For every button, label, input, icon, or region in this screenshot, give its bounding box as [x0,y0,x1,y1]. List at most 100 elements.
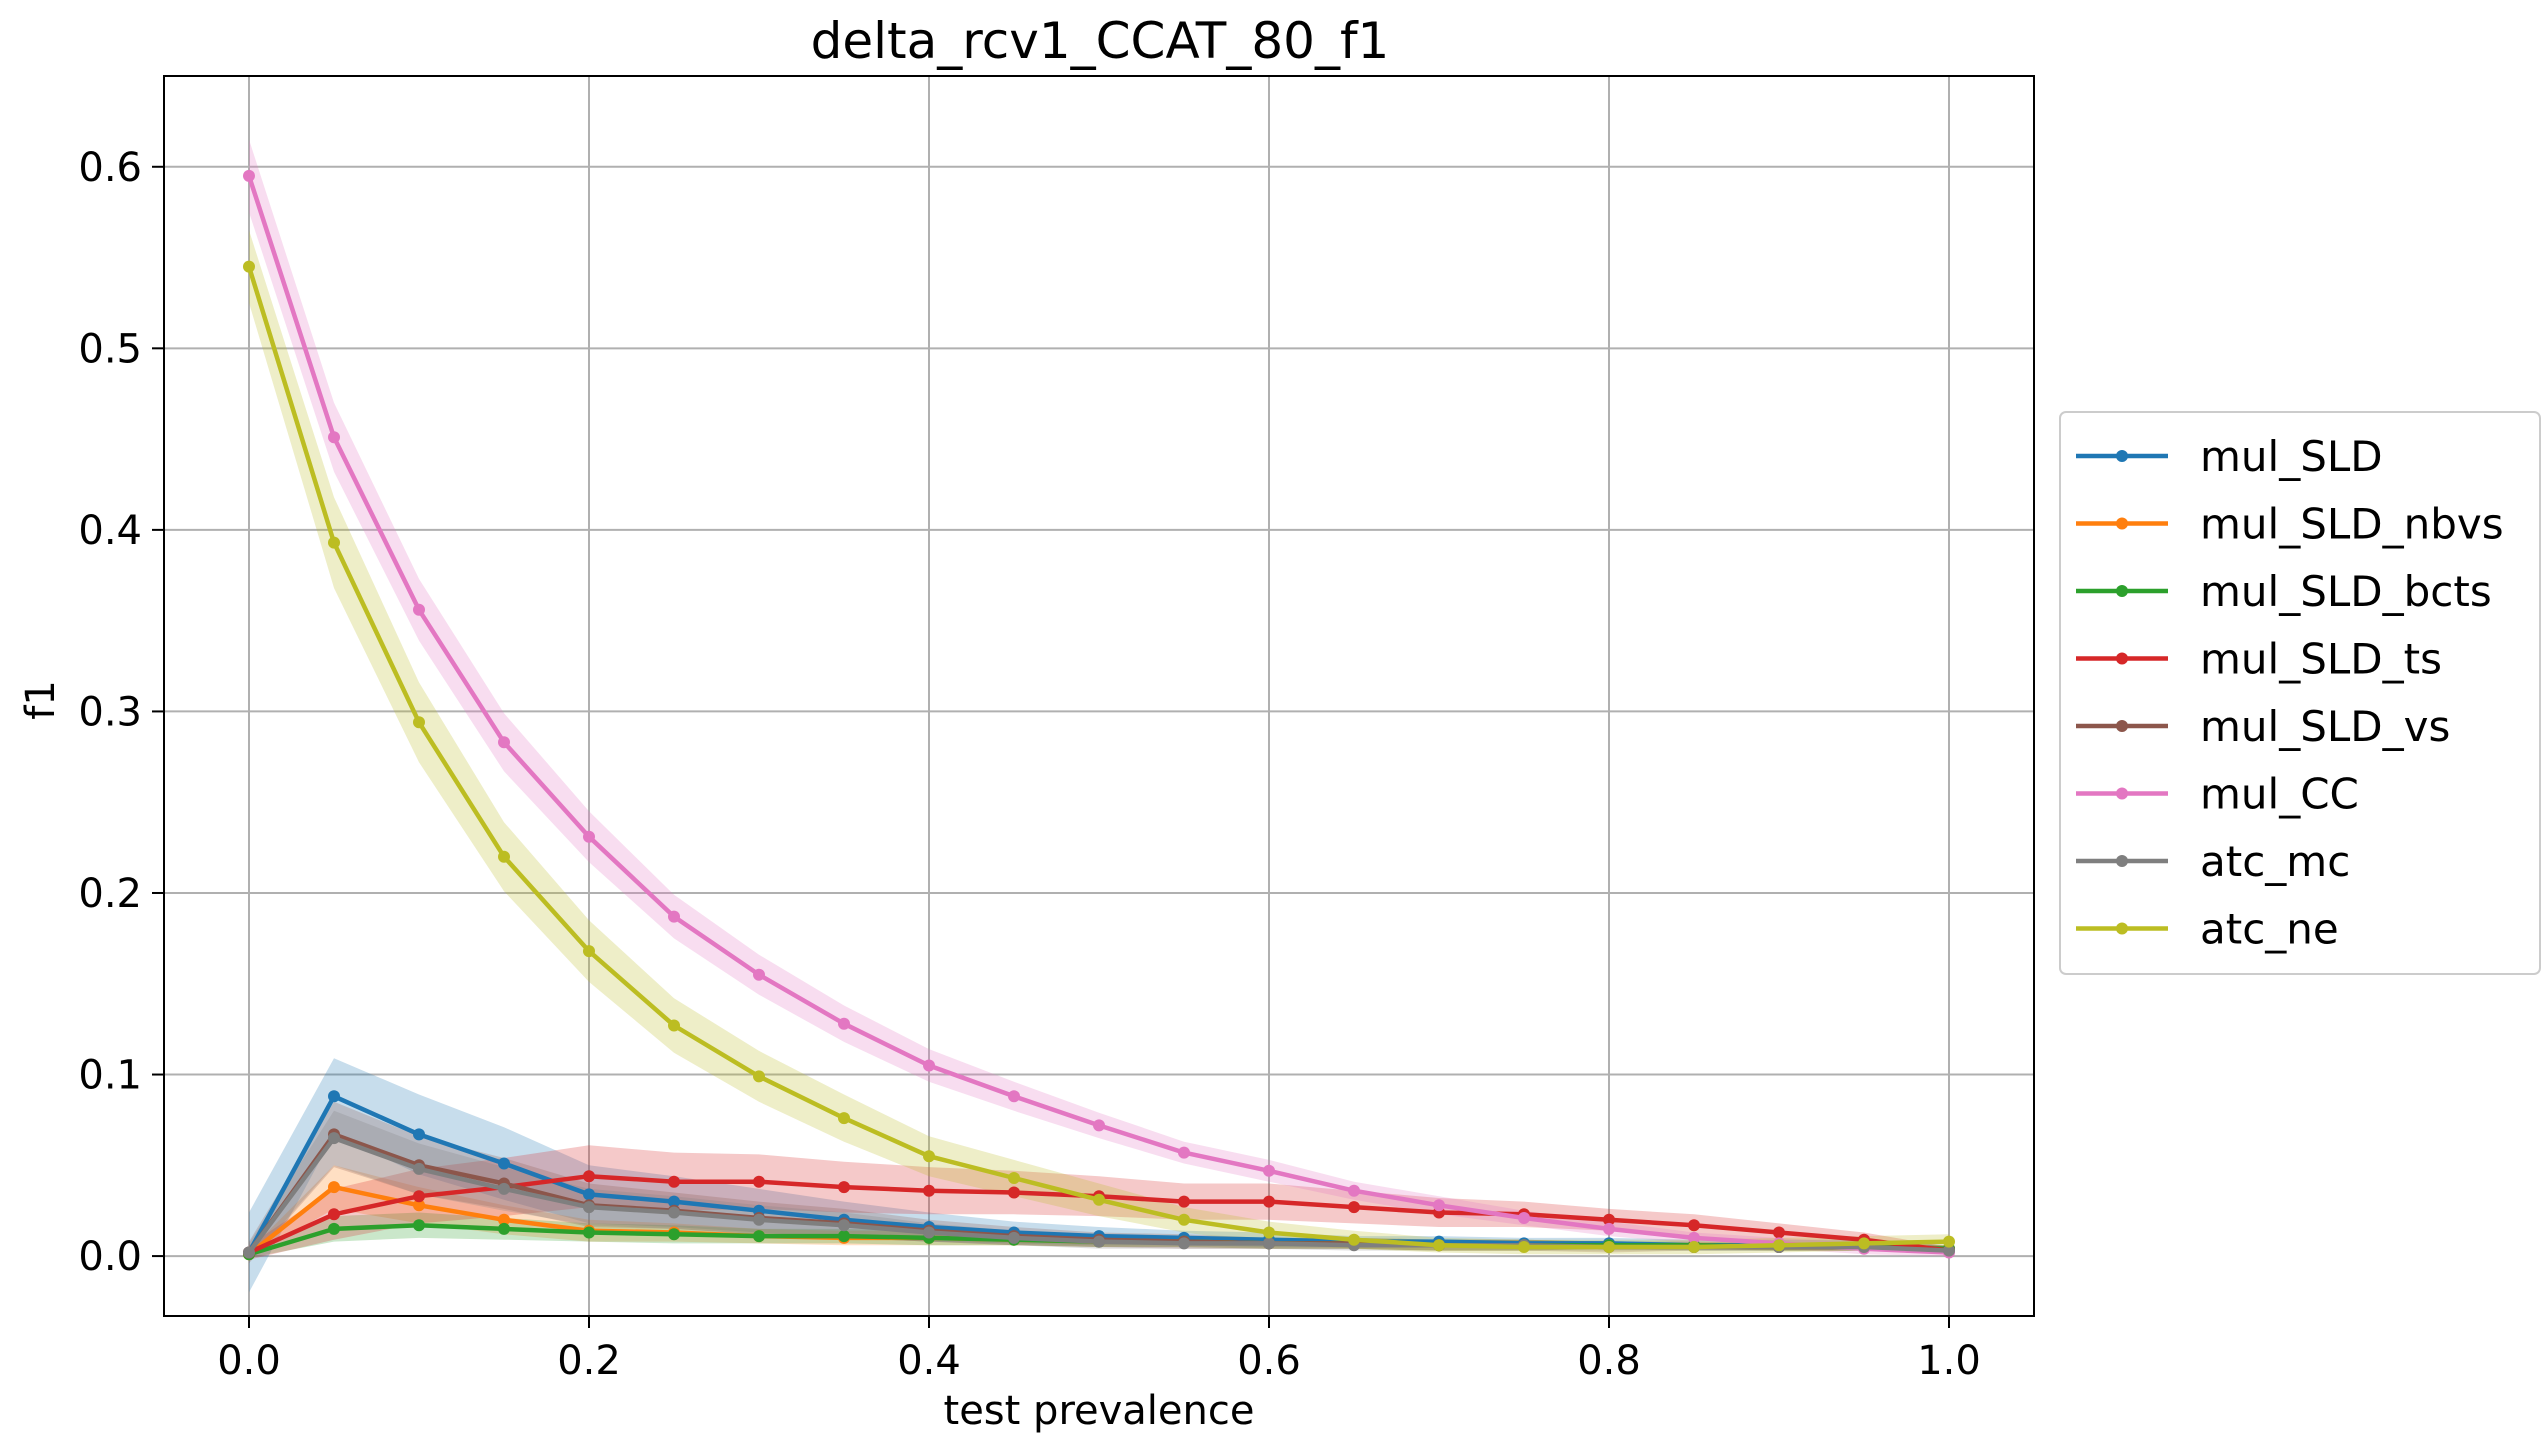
point-mul_SLD_bcts [668,1228,680,1241]
legend-item-atc_mc: atc_mc [2076,837,2350,886]
chart-title: delta_rcv1_CCAT_80_f1 [811,12,1390,70]
legend-label: mul_SLD_ts [2200,635,2442,684]
point-mul_SLD_ts [1008,1186,1020,1199]
legend-label: mul_CC [2200,770,2359,819]
legend-marker-mul_SLD [2116,450,2128,462]
series-atc_ne [243,260,1955,1253]
legend-label: mul_SLD_nbvs [2200,500,2504,549]
legend-item-mul_SLD: mul_SLD [2076,432,2383,481]
point-mul_CC [1348,1184,1360,1197]
axis-ticks: 0.0 0.2 0.4 0.6 0.8 1.0 0.0 0.1 0.2 0.3 0.4 0.5 0.6 [78,145,1980,1384]
point-mul_CC [1518,1212,1530,1224]
legend-item-mul_SLD_vs: mul_SLD_vs [2076,702,2450,751]
legend-label: mul_SLD [2200,432,2383,481]
point-mul_CC [328,431,340,444]
point-atc_ne [498,850,510,863]
y-tick-label: 0.1 [78,1053,142,1099]
point-atc_mc [413,1162,425,1175]
legend-marker-atc_ne [2116,922,2128,935]
band-mul_SLD_vs [249,1101,1949,1264]
point-atc_ne [1518,1241,1530,1253]
x-tick-label: 1.0 [1917,1338,1981,1384]
point-mul_SLD_ts [753,1175,765,1188]
point-mul_SLD_bcts [838,1230,850,1243]
point-atc_ne [413,716,425,729]
point-mul_SLD_ts [923,1184,935,1197]
legend-item-mul_SLD_ts: mul_SLD_ts [2076,635,2442,684]
point-mul_CC [583,830,595,843]
point-atc_ne [838,1112,850,1125]
point-mul_SLD_bcts [328,1222,340,1235]
point-atc_ne [1773,1239,1785,1252]
point-atc_mc [668,1206,680,1219]
point-mul_SLD_ts [668,1175,680,1188]
legend-label: mul_SLD_bcts [2200,567,2492,616]
point-mul_SLD [583,1188,595,1201]
point-atc_ne [1943,1235,1955,1248]
point-atc_mc [1178,1237,1190,1250]
point-mul_CC [413,603,425,616]
point-mul_CC [838,1017,850,1030]
point-mul_CC [498,736,510,749]
legend-marker-mul_SLD_ts [2116,652,2128,665]
point-atc_mc [498,1182,510,1195]
legend-item-atc_ne: atc_ne [2076,905,2339,954]
point-atc_mc [838,1219,850,1232]
y-tick-label: 0.6 [78,145,142,191]
point-atc_mc [1263,1237,1275,1250]
point-mul_SLD [413,1128,425,1141]
point-mul_SLD_ts [1773,1226,1785,1239]
grid [164,76,2034,1316]
point-mul_CC [1603,1222,1615,1235]
point-mul_SLD_bcts [583,1226,595,1239]
point-atc_ne [1858,1237,1870,1250]
legend-label: mul_SLD_vs [2200,702,2450,751]
band-mul_CC [249,139,1949,1257]
point-atc_ne [1348,1233,1360,1246]
point-atc_ne [1688,1241,1700,1253]
point-atc_ne [583,945,595,958]
point-mul_CC [1008,1090,1020,1103]
x-tick-label: 0.2 [557,1338,621,1384]
point-atc_ne [328,536,340,549]
point-mul_SLD_ts [1603,1213,1615,1226]
x-tick-label: 0.0 [217,1338,281,1384]
point-mul_CC [668,910,680,923]
point-atc_mc [1093,1235,1105,1248]
point-mul_SLD_ts [838,1181,850,1194]
point-atc_ne [753,1070,765,1083]
point-mul_CC [1178,1146,1190,1159]
point-atc_mc [1943,1244,1955,1257]
point-mul_SLD_bcts [498,1222,510,1235]
point-atc_ne [1433,1239,1445,1252]
x-axis-label: test prevalence [944,1388,1255,1434]
legend-item-mul_SLD_bcts: mul_SLD_bcts [2076,567,2492,616]
legend-marker-mul_SLD_vs [2116,720,2128,732]
point-mul_SLD_ts [1688,1219,1700,1232]
point-atc_ne [1178,1213,1190,1226]
y-tick-label: 0.5 [78,326,142,372]
point-mul_SLD_nbvs [413,1199,425,1212]
point-mul_CC [1263,1164,1275,1177]
point-mul_SLD_ts [328,1208,340,1221]
point-atc_ne [1008,1172,1020,1184]
legend-item-mul_CC: mul_CC [2076,770,2359,819]
plot-area-frame [163,75,2035,1317]
point-mul_SLD_nbvs [328,1181,340,1194]
y-axis-label: f1 [18,680,64,720]
point-atc_ne [923,1150,935,1163]
point-mul_SLD_ts [1348,1201,1360,1214]
legend: mul_SLD mul_SLD_nbvs mul_SLD_bcts mul_SLD_t… [2059,411,2541,975]
point-mul_SLD_nbvs [498,1213,510,1226]
legend-marker-mul_SLD_bcts [2116,585,2128,597]
point-mul_SLD_ts [413,1190,425,1203]
point-mul_SLD [668,1195,680,1208]
legend-item-mul_SLD_nbvs: mul_SLD_nbvs [2076,500,2504,549]
point-atc_mc [923,1226,935,1239]
point-mul_CC [1093,1119,1105,1132]
y-tick-label: 0.2 [78,871,142,917]
point-atc_mc [583,1201,595,1214]
point-atc_ne [1093,1193,1105,1206]
point-atc_mc [243,1246,255,1259]
